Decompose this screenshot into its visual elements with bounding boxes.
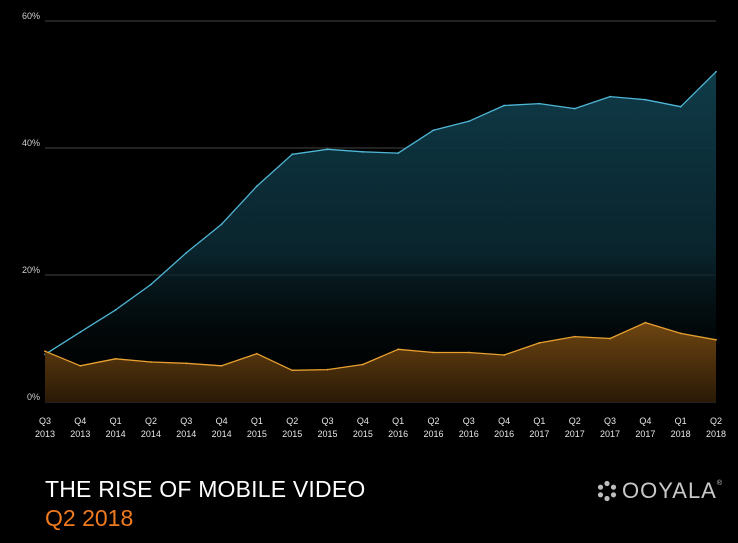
series-2-point xyxy=(326,368,329,371)
area-layer xyxy=(44,70,717,403)
x-tick-label-quarter: Q1 xyxy=(675,416,687,426)
x-tick-label-year: 2016 xyxy=(494,429,514,439)
series-2-point xyxy=(185,362,188,365)
x-tick-label-year: 2018 xyxy=(671,429,691,439)
series-2-point xyxy=(573,335,576,338)
x-tick-label-year: 2015 xyxy=(247,429,267,439)
series-1-point xyxy=(609,95,611,98)
x-tick-label-year: 2013 xyxy=(35,429,55,439)
x-axis: Q3 2013 Q4 2013 Q1 2014 Q2 2014 Q3 2014 Q4 2014 Q1 20… xyxy=(35,416,726,439)
series-2-point xyxy=(291,369,294,372)
x-tick-label-quarter: Q3 xyxy=(180,416,192,426)
series-1-point xyxy=(644,98,647,101)
x-tick-label-year: 2014 xyxy=(176,429,196,439)
y-tick-label: 60% xyxy=(22,11,40,21)
y-tick-label: 40% xyxy=(22,138,40,148)
x-tick-label-year: 2014 xyxy=(141,429,161,439)
x-tick-label-year: 2017 xyxy=(600,429,620,439)
y-axis: 0% 20% 40% 60% xyxy=(22,11,40,402)
series-2-point xyxy=(44,350,46,353)
x-tick-label-year: 2014 xyxy=(106,429,126,439)
series-1-point xyxy=(679,105,682,108)
y-tick-label: 20% xyxy=(22,265,40,275)
series-2-point xyxy=(256,352,258,355)
series-2-point xyxy=(679,332,682,335)
series-1-point xyxy=(538,102,541,105)
x-tick-label-quarter: Q3 xyxy=(604,416,616,426)
x-tick-label-quarter: Q1 xyxy=(110,416,122,426)
series-2-point xyxy=(503,354,505,356)
chart-title: THE RISE OF MOBILE VIDEO xyxy=(45,476,366,502)
series-2-point xyxy=(397,348,400,351)
series-1-point xyxy=(256,185,258,188)
series-1-point xyxy=(326,148,329,151)
series-1-point xyxy=(503,104,505,107)
x-tick-label-quarter: Q2 xyxy=(145,416,157,426)
x-tick-label-quarter: Q2 xyxy=(286,416,298,426)
series-1-point xyxy=(79,331,82,333)
series-1-point xyxy=(715,70,717,73)
x-tick-label-year: 2017 xyxy=(529,429,549,439)
x-tick-label-quarter: Q3 xyxy=(39,416,51,426)
x-tick-label-quarter: Q2 xyxy=(569,416,581,426)
x-tick-label-year: 2015 xyxy=(353,429,373,439)
series-2-point xyxy=(609,337,611,340)
x-tick-label-year: 2016 xyxy=(388,429,408,439)
x-tick-label-quarter: Q1 xyxy=(533,416,545,426)
ooyala-dots-icon xyxy=(597,480,617,502)
chart-subtitle: Q2 2018 xyxy=(45,505,134,531)
series-2-point xyxy=(432,351,435,354)
x-tick-label-quarter: Q2 xyxy=(427,416,439,426)
x-tick-label-quarter: Q4 xyxy=(216,416,228,426)
series-2-line xyxy=(44,321,717,371)
series-2-point xyxy=(715,338,717,341)
x-tick-label-quarter: Q1 xyxy=(251,416,263,426)
x-tick-label-year: 2017 xyxy=(635,429,655,439)
logo-wordmark: OOYALA xyxy=(622,478,717,503)
x-tick-label-quarter: Q2 xyxy=(710,416,722,426)
series-2-point xyxy=(220,364,223,367)
series-2-point xyxy=(361,363,364,366)
series-1-point xyxy=(185,251,188,254)
x-tick-label-year: 2018 xyxy=(706,429,726,439)
series-1-point xyxy=(573,107,576,110)
series-1-point xyxy=(114,309,117,311)
x-tick-label-quarter: Q1 xyxy=(392,416,404,426)
x-tick-label-quarter: Q3 xyxy=(322,416,334,426)
ooyala-logo: OOYALA ® xyxy=(596,478,722,504)
series-2-point xyxy=(150,361,152,363)
series-2-point xyxy=(644,321,647,324)
x-tick-label-year: 2017 xyxy=(565,429,585,439)
x-tick-label-quarter: Q4 xyxy=(357,416,369,426)
series-2-point xyxy=(467,351,470,354)
series-1-point xyxy=(361,150,364,153)
series-2-point xyxy=(538,342,541,344)
series-1-point xyxy=(432,129,435,132)
x-tick-label-year: 2015 xyxy=(282,429,302,439)
series-2-point xyxy=(79,364,82,367)
x-tick-label-year: 2016 xyxy=(459,429,479,439)
x-tick-label-year: 2013 xyxy=(70,429,90,439)
series-2-area xyxy=(45,322,716,402)
x-tick-label-year: 2014 xyxy=(212,429,232,439)
x-tick-label-quarter: Q4 xyxy=(639,416,651,426)
series-1-point xyxy=(291,153,294,156)
series-2-point xyxy=(114,357,117,360)
logo-registered-mark: ® xyxy=(716,480,723,487)
x-tick-label-quarter: Q3 xyxy=(463,416,475,426)
series-1-point xyxy=(397,152,400,155)
series-1-line xyxy=(44,71,717,355)
x-tick-label-quarter: Q4 xyxy=(74,416,86,426)
x-tick-label-year: 2015 xyxy=(318,429,338,439)
series-1-point xyxy=(150,283,152,286)
x-tick-label-quarter: Q4 xyxy=(498,416,510,426)
x-tick-label-year: 2016 xyxy=(423,429,443,439)
series-1-point xyxy=(467,120,470,123)
series-1-point xyxy=(220,223,223,226)
y-tick-label: 0% xyxy=(27,392,40,402)
series-1-area xyxy=(45,71,716,403)
